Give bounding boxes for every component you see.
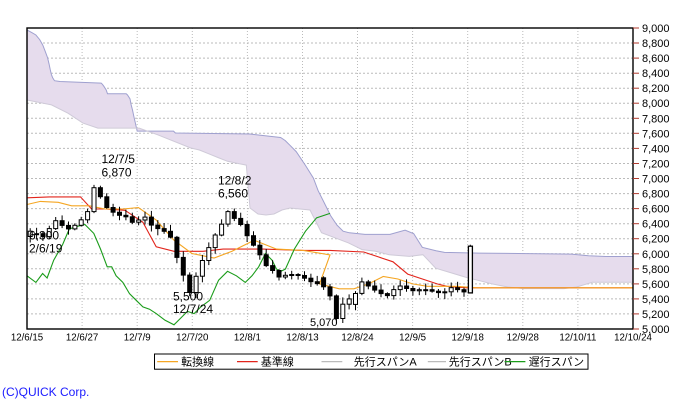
svg-text:12/7/5: 12/7/5 xyxy=(102,152,136,166)
svg-text:基準線: 基準線 xyxy=(261,355,294,369)
svg-text:8,800: 8,800 xyxy=(642,38,670,50)
svg-text:6,300: 6,300 xyxy=(29,229,59,243)
svg-text:5,200: 5,200 xyxy=(642,309,670,321)
svg-text:12/8/2: 12/8/2 xyxy=(218,174,252,188)
svg-text:12/7/24: 12/7/24 xyxy=(173,302,213,316)
svg-text:2/6/19: 2/6/19 xyxy=(29,242,63,256)
svg-text:6,600: 6,600 xyxy=(642,204,670,216)
svg-text:12/10/11: 12/10/11 xyxy=(559,333,596,344)
svg-text:12/9/28: 12/9/28 xyxy=(507,333,539,344)
svg-text:12/8/24: 12/8/24 xyxy=(341,333,374,344)
svg-text:6,200: 6,200 xyxy=(642,234,670,246)
svg-text:12/8/1: 12/8/1 xyxy=(234,333,261,344)
svg-text:転換線: 転換線 xyxy=(181,355,214,369)
svg-text:7,600: 7,600 xyxy=(642,128,670,140)
svg-text:8,600: 8,600 xyxy=(642,53,670,65)
svg-text:8,200: 8,200 xyxy=(642,83,670,95)
svg-text:12/10/24: 12/10/24 xyxy=(614,333,652,344)
svg-text:6,560: 6,560 xyxy=(218,187,248,201)
svg-text:7,000: 7,000 xyxy=(642,174,670,186)
svg-text:7,400: 7,400 xyxy=(642,143,670,155)
svg-text:12/9/18: 12/9/18 xyxy=(452,333,484,344)
svg-text:8,000: 8,000 xyxy=(642,98,670,110)
svg-text:5,800: 5,800 xyxy=(642,264,670,276)
svg-text:5,400: 5,400 xyxy=(642,294,670,306)
svg-text:先行スパンA: 先行スパンA xyxy=(354,356,418,369)
svg-text:(C)QUICK Corp.: (C)QUICK Corp. xyxy=(2,385,89,399)
svg-text:8,400: 8,400 xyxy=(642,68,670,80)
svg-text:7,800: 7,800 xyxy=(642,113,670,125)
svg-text:6,870: 6,870 xyxy=(102,166,132,180)
svg-text:12/8/13: 12/8/13 xyxy=(286,333,318,344)
svg-text:12/6/27: 12/6/27 xyxy=(66,333,98,344)
svg-text:6,400: 6,400 xyxy=(642,219,670,231)
svg-text:12/6/15: 12/6/15 xyxy=(11,333,43,344)
svg-text:5,600: 5,600 xyxy=(642,279,670,291)
svg-text:7,200: 7,200 xyxy=(642,159,670,171)
svg-text:先行スパンB: 先行スパンB xyxy=(449,356,512,369)
svg-text:12/7/20: 12/7/20 xyxy=(176,333,209,344)
svg-text:6,000: 6,000 xyxy=(642,249,670,261)
svg-text:6,800: 6,800 xyxy=(642,189,670,201)
svg-text:5,070: 5,070 xyxy=(310,317,338,329)
svg-text:12/7/9: 12/7/9 xyxy=(124,333,151,344)
svg-text:12/9/5: 12/9/5 xyxy=(399,333,426,344)
svg-text:遅行スパン: 遅行スパン xyxy=(529,356,585,369)
svg-text:9,000: 9,000 xyxy=(642,23,670,35)
